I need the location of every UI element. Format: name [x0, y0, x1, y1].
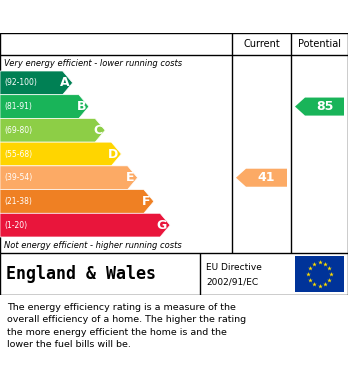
Text: EU Directive: EU Directive [206, 263, 262, 272]
Text: England & Wales: England & Wales [6, 265, 156, 283]
Polygon shape [236, 169, 287, 187]
Text: 41: 41 [258, 171, 275, 184]
Text: E: E [126, 171, 135, 184]
Text: 2002/91/EC: 2002/91/EC [206, 277, 258, 286]
Text: B: B [76, 100, 86, 113]
Text: (69-80): (69-80) [4, 126, 32, 135]
Text: D: D [108, 147, 118, 160]
Text: (55-68): (55-68) [4, 149, 32, 158]
Polygon shape [0, 213, 170, 237]
Polygon shape [0, 95, 89, 118]
Polygon shape [0, 166, 137, 190]
Text: 85: 85 [316, 100, 333, 113]
Text: G: G [157, 219, 167, 231]
Polygon shape [0, 190, 154, 213]
Text: The energy efficiency rating is a measure of the
overall efficiency of a home. T: The energy efficiency rating is a measur… [7, 303, 246, 349]
Polygon shape [0, 142, 121, 166]
Text: A: A [60, 76, 70, 90]
Polygon shape [295, 98, 344, 116]
Polygon shape [0, 71, 73, 95]
Text: C: C [93, 124, 102, 137]
Text: Not energy efficient - higher running costs: Not energy efficient - higher running co… [4, 240, 182, 249]
Text: F: F [142, 195, 151, 208]
Text: (81-91): (81-91) [4, 102, 32, 111]
Bar [295, 256, 344, 292]
Text: (21-38): (21-38) [4, 197, 32, 206]
Text: Potential: Potential [298, 39, 341, 49]
Text: (1-20): (1-20) [4, 221, 27, 230]
Text: (92-100): (92-100) [4, 78, 37, 87]
Text: Very energy efficient - lower running costs: Very energy efficient - lower running co… [4, 59, 182, 68]
Text: Energy Efficiency Rating: Energy Efficiency Rating [7, 9, 217, 24]
Text: (39-54): (39-54) [4, 173, 32, 182]
Polygon shape [0, 118, 105, 142]
Text: Current: Current [243, 39, 280, 49]
